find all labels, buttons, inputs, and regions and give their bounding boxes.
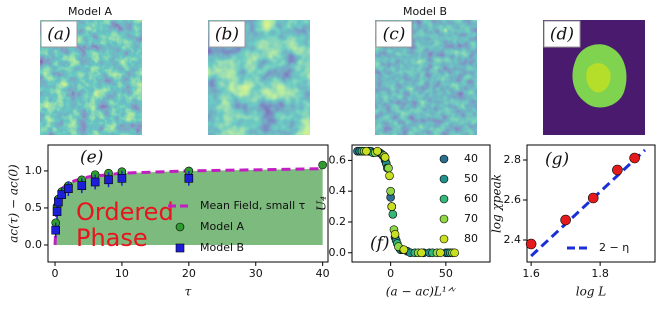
marker [388,209,398,219]
marker [175,243,185,253]
axes-frame [47,144,329,263]
marker [417,248,426,258]
x-tick-label: 30 [249,267,263,280]
x-axis-label: (a − ac)L¹ᐟᵛ [386,285,456,299]
x-axis-label: τ [185,285,192,299]
marker [380,153,390,162]
annotation: Ordered [76,198,174,226]
area [55,168,323,245]
marker [64,184,73,193]
marker [439,214,449,224]
image-labels: (a) (b) (c) (d) [40,20,581,48]
legend-label: 60 [464,192,478,205]
marker [525,238,537,250]
marker [612,164,623,176]
marker [184,174,194,183]
panel-title: Model A [68,5,113,18]
x-tick-label: 10 [115,267,129,280]
image-label: (b) [215,25,239,45]
y-tick-label: 0.6 [329,153,347,166]
y-axis-label: log χpeak [490,174,504,233]
line [530,148,647,258]
y-tick-label: 0.2 [329,215,347,228]
x-axis-label: log L [576,285,607,299]
marker [387,202,397,211]
y-tick-label: 1.0 [25,164,43,177]
x-tick-label: 0 [387,267,394,280]
image-d [543,20,645,135]
legend-label: Model A [200,220,245,233]
x-tick-label: 0 [52,267,59,280]
legend-label: Model B [200,241,244,254]
marker [439,234,449,244]
y-tick-label: 0.0 [25,238,43,251]
x-tick-label: 20 [182,267,196,280]
marker [390,229,400,239]
marker [52,207,62,216]
y-axis-label: U₄ [315,196,329,211]
marker [175,222,185,232]
panel-label: (f) [370,234,390,254]
legend-label: 2 − η [599,241,629,254]
marker [318,160,327,170]
x-tick-label: 1.6 [522,267,540,280]
legend-label: Mean Field, small τ [200,199,306,212]
marker [385,171,394,181]
x-tick-label: 1.8 [591,267,609,280]
panel-label: (e) [80,148,103,168]
marker [51,225,60,235]
axes-frame [526,144,656,263]
marker [104,175,113,185]
y-tick-label: 0.5 [25,201,43,214]
marker [57,190,67,199]
y-tick-label: 2.4 [504,233,522,246]
y-axis-label: ac(τ) − ac(0) [7,164,21,243]
marker [560,214,571,226]
marker [386,186,395,196]
marker [439,174,449,184]
legend-label: 40 [464,152,478,165]
y-tick-label: 0.4 [329,184,347,197]
marker [629,152,640,164]
axes-frame [351,144,491,263]
image-label: (a) [47,25,70,45]
marker [384,163,393,173]
legend-label: 80 [464,232,478,245]
marker [90,177,100,187]
marker [587,192,599,204]
y-tick-label: 2.8 [504,153,522,166]
marker [117,174,127,183]
y-tick-label: 0.0 [329,246,347,259]
legend-label: 70 [464,212,478,225]
legend-label: 50 [464,172,478,185]
y-tick-label: 2.6 [504,193,522,206]
marker [54,197,63,207]
x-tick-label: 50 [439,267,453,280]
marker [77,181,87,191]
marker [439,154,449,164]
marker [439,194,449,204]
panel-title: Model B [403,5,447,18]
marker [436,248,445,258]
marker [450,248,459,258]
marker [362,146,371,156]
x-tick-label: 40 [316,267,330,280]
image-label: (d) [550,25,574,45]
marker [399,245,409,254]
panel-label: (g) [545,150,569,170]
annotation: Phase [76,224,148,252]
image-label: (c) [383,25,406,45]
marker [373,146,382,156]
